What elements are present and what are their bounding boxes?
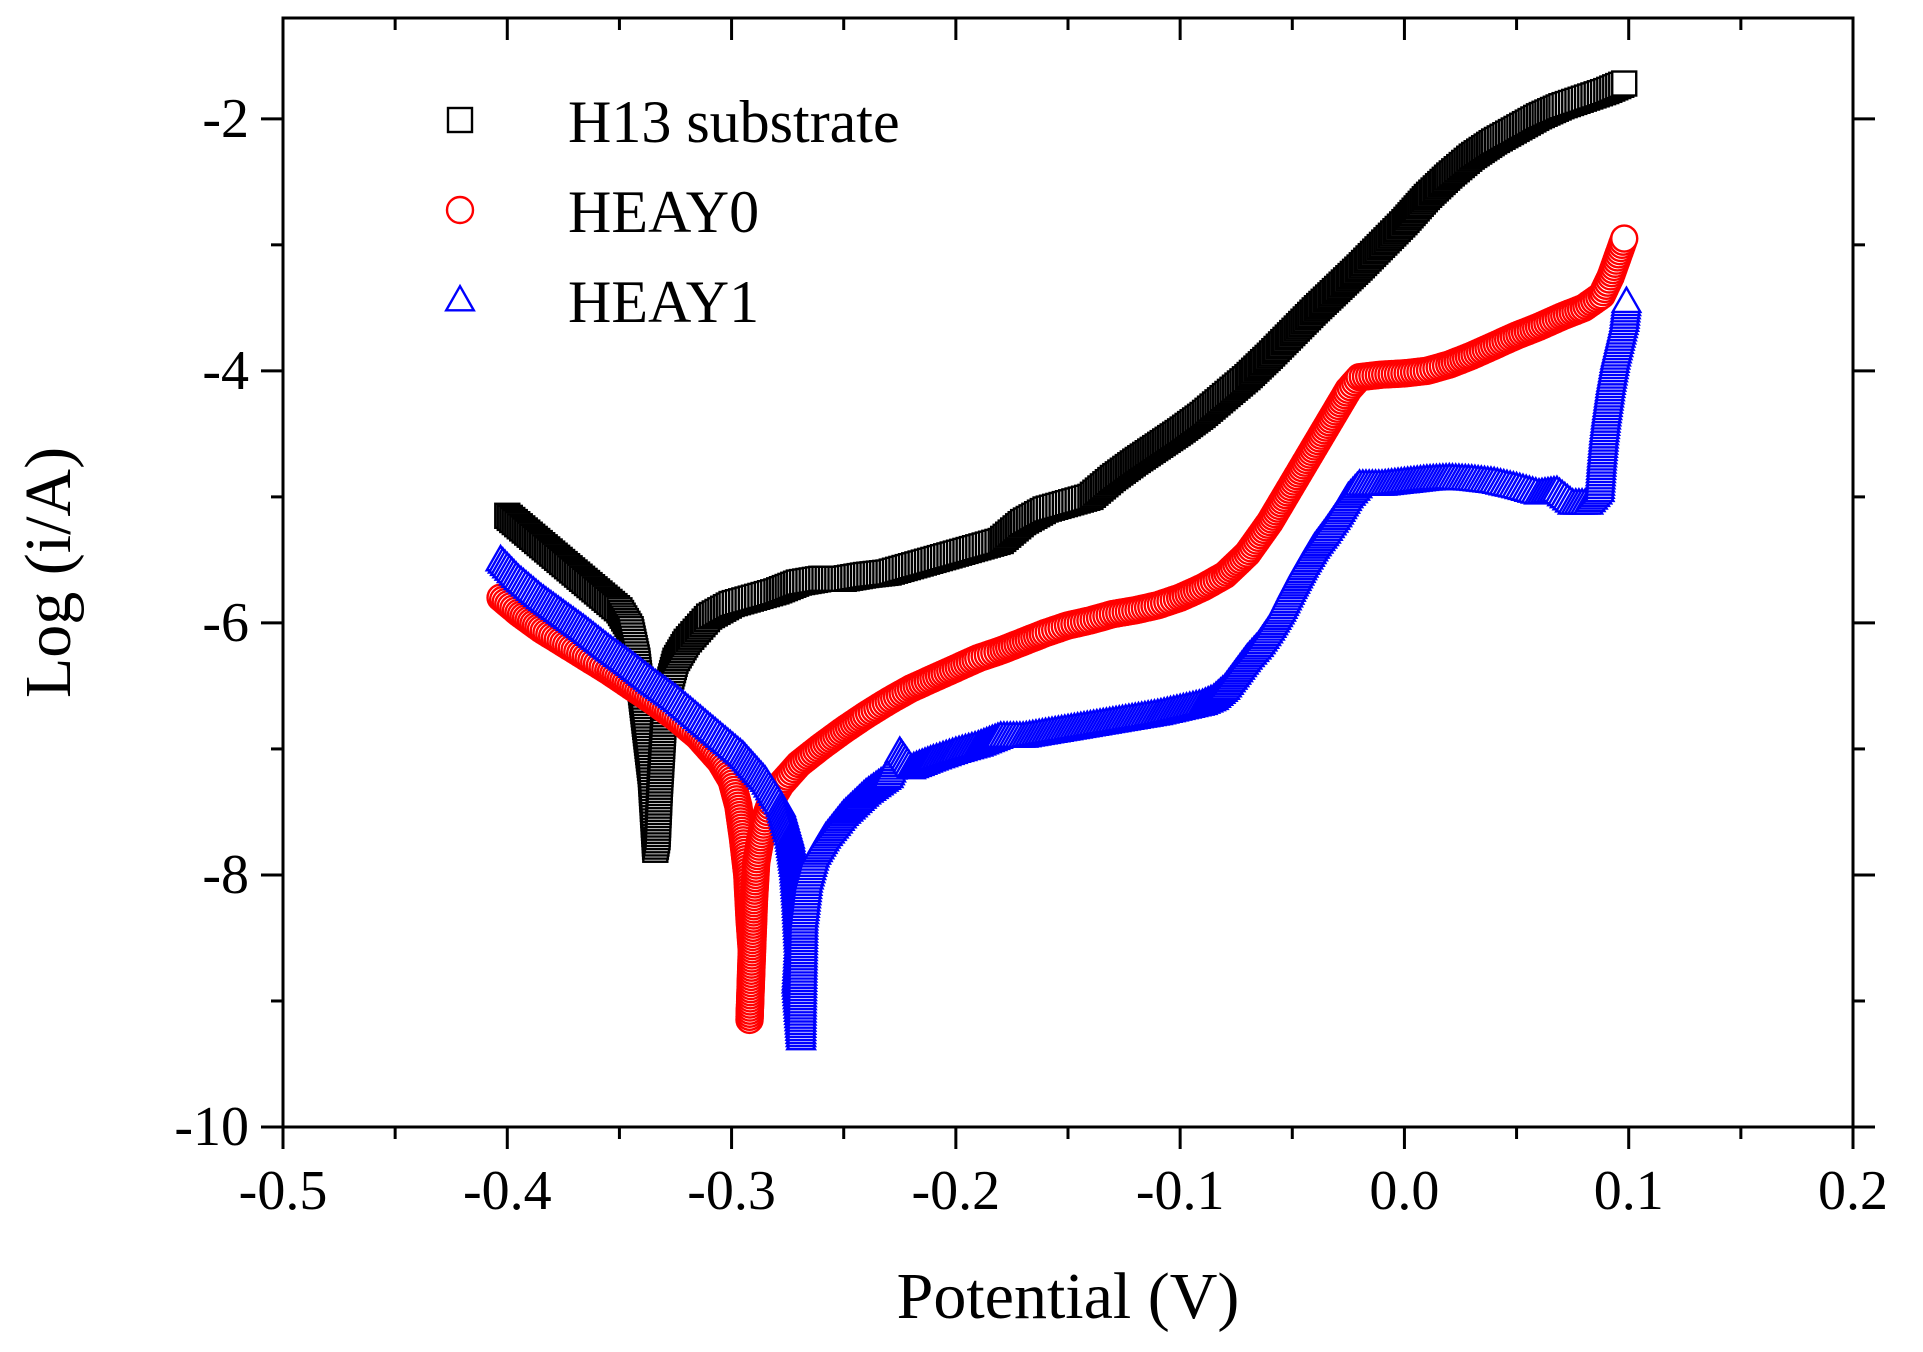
x-tick-label: 0.0 xyxy=(1369,1160,1439,1222)
x-tick-label: -0.3 xyxy=(687,1160,776,1222)
legend-marker-triangle xyxy=(444,283,476,312)
legend-label: HEAY0 xyxy=(568,179,759,245)
series-heay0 xyxy=(486,224,1639,1035)
x-tick-label: -0.1 xyxy=(1136,1160,1225,1222)
x-tick-label: -0.4 xyxy=(463,1160,552,1222)
y-tick-label: -2 xyxy=(202,88,249,150)
data-point xyxy=(1611,70,1638,97)
x-axis-title: Potential (V) xyxy=(897,1260,1240,1333)
series-heay1 xyxy=(484,285,1643,1051)
y-tick-label: -4 xyxy=(202,340,249,402)
y-tick-label: -8 xyxy=(202,844,249,906)
y-tick-label: -10 xyxy=(174,1096,249,1158)
x-tick-label: 0.1 xyxy=(1594,1160,1664,1222)
legend-marker-square xyxy=(446,106,474,134)
x-tick-label: 0.2 xyxy=(1818,1160,1888,1222)
legend-label: H13 substrate xyxy=(568,89,900,155)
data-point xyxy=(1610,285,1643,314)
legend-marker-circle xyxy=(445,195,475,225)
legend-label: HEAY1 xyxy=(568,269,759,335)
data-point xyxy=(1610,224,1639,253)
y-tick-label: -6 xyxy=(202,592,249,654)
x-tick-label: -0.5 xyxy=(239,1160,328,1222)
x-tick-label: -0.2 xyxy=(912,1160,1001,1222)
y-axis-title: Log (i/A) xyxy=(12,447,85,698)
